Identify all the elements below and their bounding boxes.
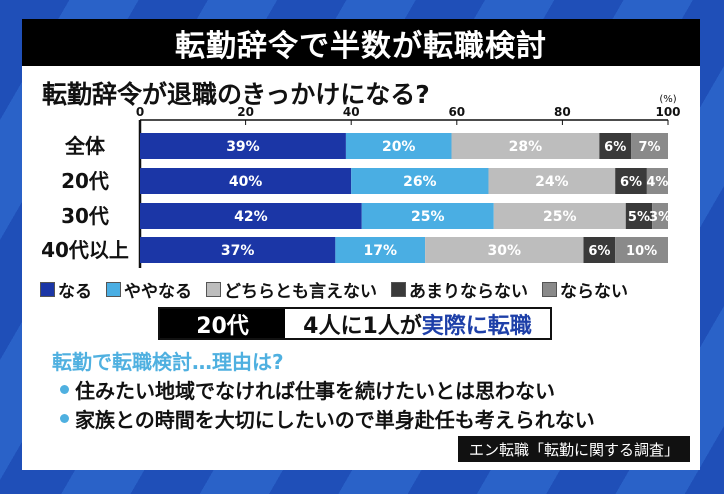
data-label: 39%: [226, 139, 260, 155]
highlight-main: 4人に1人が: [303, 313, 422, 339]
legend-swatch: [40, 282, 55, 297]
legend: なる ややなる どちらとも言えない あまりならない ならない: [40, 277, 628, 302]
bar-segment: [351, 168, 489, 194]
data-label: 26%: [403, 174, 437, 190]
data-label: 24%: [535, 174, 569, 190]
legend-item: ならない: [542, 277, 628, 302]
bar-segment: [631, 133, 668, 159]
tick-label: 80: [554, 105, 571, 119]
reason-item: 住みたい地域でなければ仕事を続けたいとは思わない: [60, 375, 555, 404]
data-label: 5%: [628, 210, 650, 225]
data-label: 3%: [649, 210, 671, 225]
tick-label: 20: [237, 105, 254, 119]
bullet-icon: [60, 385, 69, 394]
legend-swatch: [206, 282, 221, 297]
reasons-title: 転勤で転職検討…理由は?: [52, 350, 284, 374]
reason-item: 家族との時間を大切にしたいので単身赴任も考えられない: [60, 404, 595, 433]
tick-label: 60: [448, 105, 465, 119]
legend-label: ならない: [560, 282, 628, 302]
bar-segment: [140, 203, 362, 229]
bar-segment: [451, 133, 600, 159]
highlight-tag: 20代: [160, 309, 285, 339]
bullet-icon: [60, 414, 69, 423]
data-label: 7%: [638, 140, 660, 155]
bar-segment: [140, 133, 346, 159]
bar-segment: [583, 237, 616, 263]
bar-segment: [625, 203, 653, 229]
legend-item: あまりならない: [391, 277, 528, 302]
data-label: 6%: [620, 175, 642, 190]
data-label: 20%: [382, 139, 416, 155]
data-label: 25%: [543, 209, 577, 225]
category-label: 40代以上: [41, 238, 129, 262]
headline: 転勤辞令で半数が転職検討: [22, 19, 700, 66]
reason-text: 住みたい地域でなければ仕事を続けたいとは思わない: [75, 379, 555, 403]
data-label: 25%: [411, 209, 445, 225]
data-label: 17%: [363, 243, 397, 259]
bar-segment: [140, 237, 336, 263]
bar-segment: [345, 133, 452, 159]
tick-label: 40: [343, 105, 360, 119]
bar-segment: [615, 168, 647, 194]
bar-segment: [615, 237, 668, 263]
legend-swatch: [106, 282, 121, 297]
unit-label: (%): [659, 94, 676, 105]
highlight-text: 4人に1人が 実際に転職: [285, 309, 550, 339]
data-label: 6%: [588, 244, 610, 259]
reason-text: 家族との時間を大切にしたいので単身赴任も考えられない: [75, 408, 595, 432]
data-label: 40%: [229, 174, 263, 190]
chart-title: 転勤辞令が退職のきっかけになる?: [42, 80, 430, 109]
category-label: 30代: [61, 204, 109, 228]
highlight-box: 20代 4人に1人が 実際に転職: [158, 307, 552, 340]
data-label: 28%: [509, 139, 543, 155]
legend-item: なる: [40, 277, 92, 302]
data-label: 30%: [488, 243, 522, 259]
legend-item: ややなる: [106, 277, 192, 302]
bar-segment: [599, 133, 632, 159]
legend-label: どちらとも言えない: [224, 282, 377, 302]
bar-segment: [140, 168, 352, 194]
tick-label: 0: [136, 105, 144, 119]
legend-swatch: [391, 282, 406, 297]
bar-segment: [646, 168, 668, 194]
bar-segment: [493, 203, 626, 229]
legend-label: なる: [58, 282, 92, 302]
legend-swatch: [542, 282, 557, 297]
data-label: 4%: [646, 175, 668, 190]
legend-label: あまりならない: [409, 282, 528, 302]
data-label: 37%: [221, 243, 255, 259]
bar-segment: [425, 237, 584, 263]
legend-label: ややなる: [124, 282, 192, 302]
bar-segment: [335, 237, 426, 263]
legend-item: どちらとも言えない: [206, 277, 377, 302]
bar-segment: [652, 203, 668, 229]
tick-label: 100: [655, 105, 680, 119]
data-label: 10%: [626, 244, 657, 259]
data-label: 6%: [604, 140, 626, 155]
category-label: 20代: [61, 169, 109, 193]
category-label: 全体: [64, 134, 106, 158]
source-label: エン転職「転勤に関する調査」: [458, 436, 690, 462]
bar-segment: [488, 168, 616, 194]
bar-segment: [361, 203, 494, 229]
data-label: 42%: [234, 209, 268, 225]
highlight-accent: 実際に転職: [421, 313, 532, 339]
